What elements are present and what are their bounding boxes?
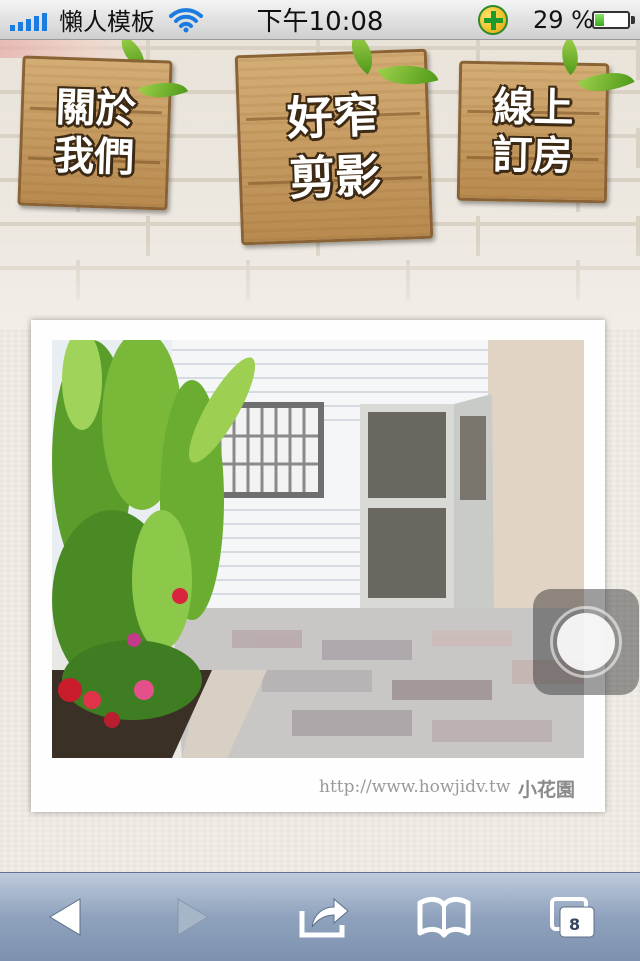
photo-frame: http://www.howjidv.tw 小花園 bbox=[31, 320, 605, 812]
assistive-touch-dot bbox=[557, 613, 615, 671]
photo-caption-url: http://www.howjidv.tw bbox=[319, 777, 511, 797]
battery-nub bbox=[631, 16, 635, 24]
nav-gallery-label: 好窄 剪影 bbox=[286, 88, 382, 206]
forward-icon bbox=[177, 898, 209, 936]
share-button[interactable] bbox=[294, 891, 354, 943]
nav-online-booking-label: 線上 訂房 bbox=[492, 84, 574, 180]
carrier-name: 懶人模板 bbox=[59, 8, 155, 36]
tabs-count: 8 bbox=[569, 915, 581, 934]
status-bar: 懶人模板 下午10:08 29 % bbox=[0, 0, 640, 40]
garden-photo-illustration bbox=[52, 340, 584, 758]
battery-level bbox=[595, 14, 605, 26]
assistive-touch-button[interactable] bbox=[533, 589, 639, 695]
bookmarks-icon bbox=[417, 896, 471, 938]
back-button[interactable] bbox=[36, 891, 96, 943]
nav-about-us[interactable]: 關於 我們 bbox=[17, 55, 173, 211]
signal-icon bbox=[10, 9, 47, 31]
battery-icon bbox=[592, 11, 630, 29]
browser-toolbar: 8 bbox=[0, 872, 640, 961]
tabs-button[interactable]: 8 bbox=[544, 891, 604, 943]
assistive-touch-ring bbox=[550, 606, 622, 678]
web-page: 關於 我們 好窄 剪影 線上 訂房 bbox=[0, 40, 640, 872]
battery-percent: 29 % bbox=[533, 6, 594, 34]
nav-about-us-label: 關於 我們 bbox=[53, 84, 137, 182]
rose-decoration bbox=[0, 40, 150, 58]
wall-fade bbox=[0, 240, 640, 330]
tabs-icon bbox=[550, 897, 595, 938]
wifi-icon bbox=[169, 7, 203, 32]
bookmarks-button[interactable] bbox=[414, 891, 474, 943]
forward-button[interactable] bbox=[162, 891, 222, 943]
garden-photo bbox=[52, 340, 584, 758]
photo-caption-name: 小花園 bbox=[518, 779, 576, 801]
back-icon bbox=[49, 898, 81, 936]
plus-app-icon bbox=[478, 5, 508, 35]
share-icon bbox=[299, 897, 349, 938]
